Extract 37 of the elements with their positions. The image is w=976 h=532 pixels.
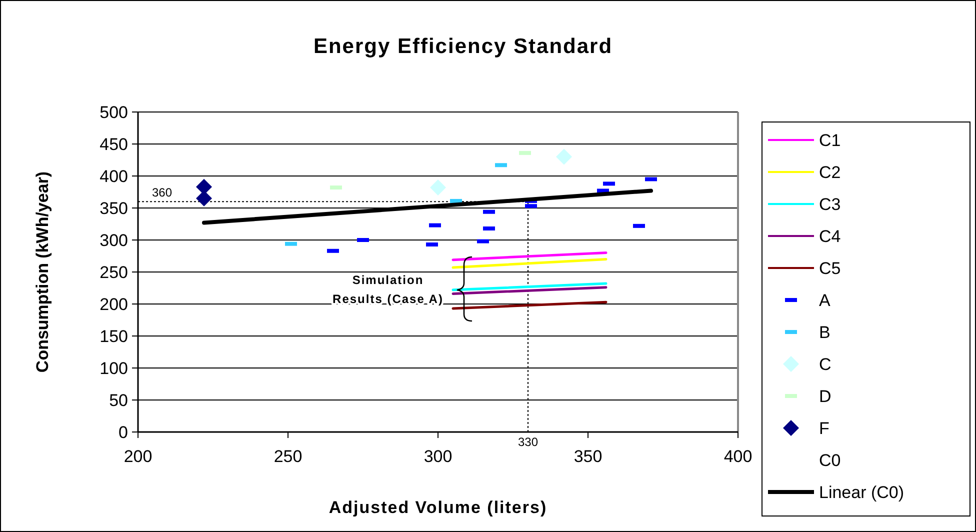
legend-label: C2 — [819, 162, 841, 182]
x-tick-label: 250 — [274, 447, 302, 466]
point — [196, 178, 212, 195]
legend-label: C1 — [819, 130, 841, 150]
y-tick-label: 350 — [100, 198, 128, 218]
point — [556, 148, 572, 165]
y-tick-label: 450 — [100, 134, 128, 154]
legend-label: B — [819, 322, 830, 342]
legend-label: C4 — [819, 226, 841, 246]
y-tick-label: 250 — [100, 262, 128, 282]
annotation: Simulation Results (Case A) — [332, 273, 444, 306]
chart-title: Energy Efficiency Standard — [313, 35, 613, 58]
legend-label: C3 — [819, 194, 841, 214]
x-tick-label: 300 — [424, 447, 452, 466]
legend-label: F — [819, 418, 830, 438]
x-axis-title: Adjusted Volume (liters) — [328, 498, 548, 517]
ref-line-label: 360 — [152, 186, 172, 200]
y-tick-label: 100 — [100, 358, 128, 378]
point — [430, 180, 446, 196]
x-tick-label: 400 — [724, 447, 752, 466]
legend-label: D — [819, 386, 832, 406]
y-tick-label: 300 — [100, 230, 128, 250]
y-tick-label: 500 — [100, 102, 128, 122]
y-tick-label: 0 — [118, 422, 128, 442]
legend-label: C — [819, 354, 832, 374]
legend-label: C0 — [819, 450, 841, 470]
x-tick-label: 200 — [124, 447, 152, 466]
ref-line-label: 330 — [518, 435, 538, 449]
y-tick-label: 400 — [100, 166, 128, 186]
legend-label: A — [819, 290, 831, 310]
legend-label: Linear (C0) — [819, 482, 904, 502]
y-tick-label: 150 — [100, 326, 128, 346]
y-tick-label: 50 — [109, 390, 128, 410]
y-axis-title: Consumption (kWh/year) — [33, 171, 52, 373]
y-tick-label: 200 — [100, 294, 128, 314]
legend-label: C5 — [819, 258, 841, 278]
x-tick-label: 350 — [574, 447, 602, 466]
